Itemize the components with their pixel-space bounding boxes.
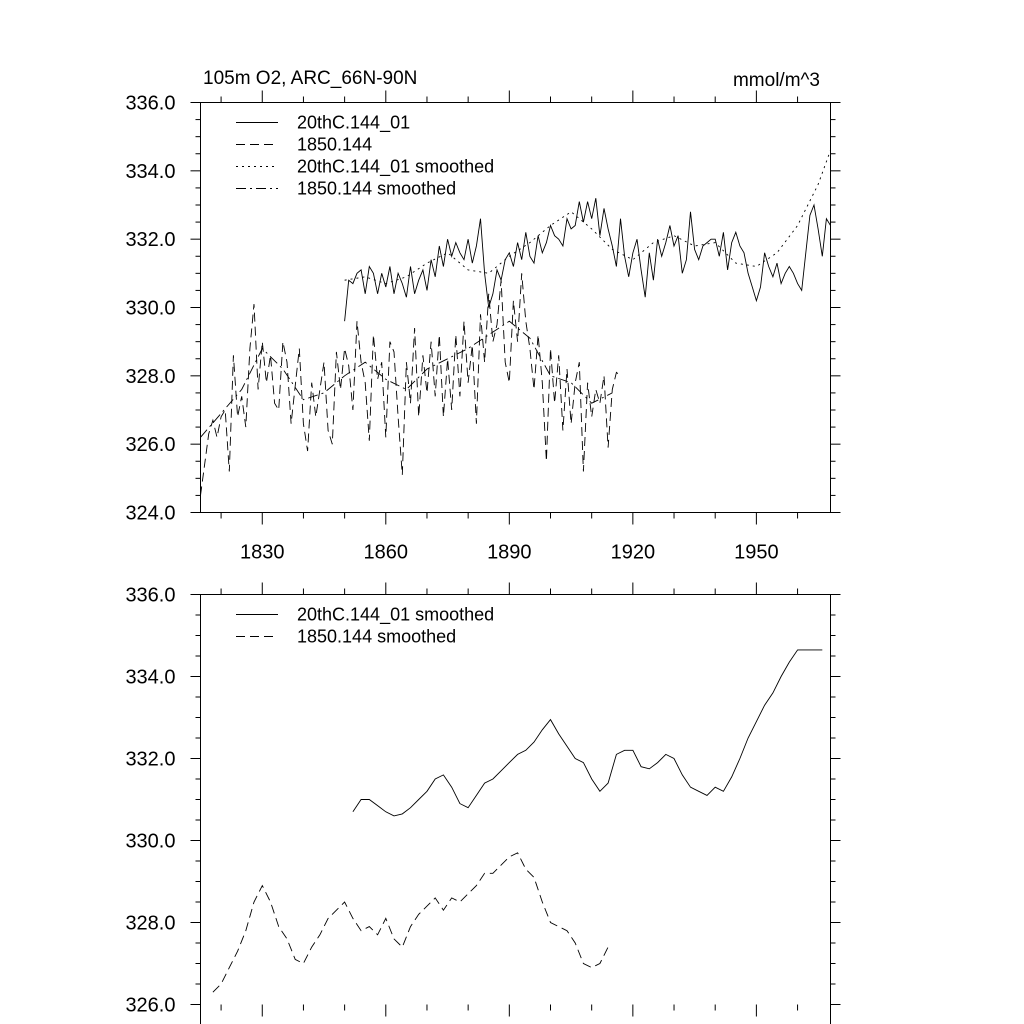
top-plot: 105m O2, ARC_66N-90N mmol/m^3 324.0 326.0… (125, 68, 841, 564)
y-tick-label: 332.0 (125, 749, 175, 771)
x-tick-label: 1950 (734, 542, 779, 564)
top-plot-frame (200, 102, 831, 513)
y-tick-label: 326.0 (125, 995, 175, 1017)
legend-label: 20thC.144_01 smoothed (297, 157, 494, 178)
legend-label: 1850.144 smoothed (297, 179, 456, 199)
y-tick-label: 324.0 (125, 503, 175, 525)
bottom-plot-frame (200, 594, 831, 1024)
x-tick-label: 1860 (364, 542, 409, 564)
x-tick-label: 1920 (611, 542, 656, 564)
top-plot-series (200, 150, 831, 496)
y-tick-label: 326.0 (125, 434, 175, 456)
top-plot-title: 105m O2, ARC_66N-90N (203, 68, 417, 89)
top-plot-units: mmol/m^3 (733, 70, 820, 91)
top-plot-axes: 324.0 326.0 328.0 330.0 332.0 334.0 336.0 1830 1… (125, 90, 841, 564)
x-tick-label: 1890 (487, 542, 532, 564)
legend-label: 20thC.144_01 (297, 113, 410, 134)
legend-label: 1850.144 (297, 135, 372, 155)
y-tick-label: 334.0 (125, 667, 175, 689)
legend-label: 1850.144 smoothed (297, 627, 456, 647)
y-tick-label: 334.0 (125, 161, 175, 183)
x-tick-label: 1830 (240, 542, 285, 564)
bottom-plot-axes: 326.0 328.0 330.0 332.0 334.0 336.0 (125, 582, 841, 1017)
y-tick-label: 328.0 (125, 913, 175, 935)
y-tick-label: 330.0 (125, 298, 175, 320)
y-tick-label: 336.0 (125, 585, 175, 607)
bottom-plot-series (212, 649, 823, 993)
y-tick-label: 336.0 (125, 93, 175, 115)
y-tick-label: 332.0 (125, 229, 175, 251)
series-line-20thc-144-01 (344, 198, 831, 322)
series-line-1850-144 (200, 273, 621, 496)
legend-label: 20thC.144_01 smoothed (297, 605, 494, 626)
y-tick-label: 330.0 (125, 831, 175, 853)
series-line-20thc-144-01-smoothed (352, 649, 823, 817)
y-tick-label: 328.0 (125, 366, 175, 388)
series-line-1850-144-smoothed (212, 852, 609, 993)
series-line-20thc-144-01-smoothed (344, 150, 831, 285)
bottom-plot: 326.0 328.0 330.0 332.0 334.0 336.0 20thC.144… (125, 582, 841, 1024)
series-line-1850-144-smoothed (200, 320, 613, 438)
